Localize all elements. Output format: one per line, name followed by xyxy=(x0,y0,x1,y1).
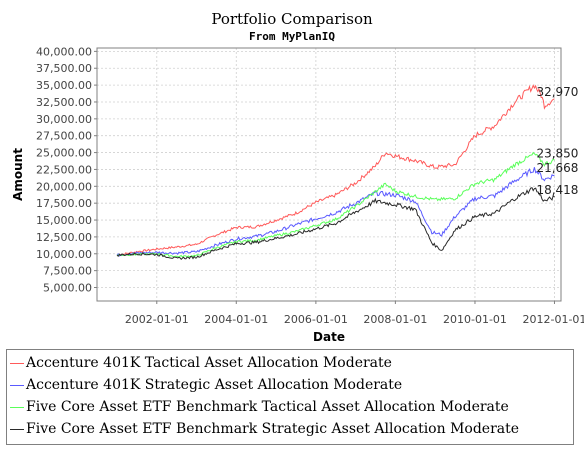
series-line xyxy=(116,167,555,257)
legend-swatch xyxy=(10,406,24,408)
series-line xyxy=(116,84,555,256)
y-tick-label: 30,000.00 xyxy=(36,113,92,126)
y-tick-label: 37,500.00 xyxy=(36,62,92,75)
plot-frame xyxy=(96,47,562,302)
y-tick-label: 20,000.00 xyxy=(36,180,92,193)
axis-layer: 5,000.00 7,500.00 10,000.00 12,500.00 15,000… xyxy=(36,45,584,326)
legend-item[interactable]: Five Core Asset ETF Benchmark Strategic … xyxy=(7,418,573,440)
legend-item[interactable]: Accenture 401K Strategic Asset Allocatio… xyxy=(7,374,573,396)
y-tick-label: 17,500.00 xyxy=(36,197,92,210)
chart-subtitle: From MyPlanIQ xyxy=(248,30,336,43)
y-tick-label: 40,000.00 xyxy=(36,45,92,58)
legend-swatch xyxy=(10,428,24,430)
legend: Accenture 401K Tactical Asset Allocation… xyxy=(6,349,574,445)
grid xyxy=(97,48,561,301)
series-end-label: 21,668 xyxy=(536,161,578,175)
series-end-label: 18,418 xyxy=(536,183,578,197)
legend-swatch xyxy=(10,362,24,364)
legend-item[interactable]: Five Core Asset ETF Benchmark Tactical A… xyxy=(7,396,573,418)
y-tick-label: 15,000.00 xyxy=(36,214,92,227)
x-tick-label: 2002-01-01 xyxy=(125,313,189,326)
legend-label: Five Core Asset ETF Benchmark Strategic … xyxy=(26,421,520,437)
y-tick-label: 22,500.00 xyxy=(36,163,92,176)
x-tick-label: 2008-01-01 xyxy=(363,313,427,326)
legend-label: Five Core Asset ETF Benchmark Tactical A… xyxy=(26,399,509,415)
x-tick-label: 2006-01-01 xyxy=(284,313,348,326)
x-tick-label: 2010-01-01 xyxy=(443,313,507,326)
legend-item[interactable]: Accenture 401K Tactical Asset Allocation… xyxy=(7,352,573,374)
y-tick-label: 12,500.00 xyxy=(36,231,92,244)
x-tick-label: 2004-01-01 xyxy=(204,313,268,326)
series-end-label: 32,970 xyxy=(536,85,578,99)
series-layer xyxy=(116,84,555,261)
y-axis-label: Amount xyxy=(11,148,25,201)
series-end-label: 23,850 xyxy=(536,146,578,160)
series-line xyxy=(116,187,555,261)
y-tick-label: 25,000.00 xyxy=(36,147,92,160)
legend-label: Accenture 401K Strategic Asset Allocatio… xyxy=(26,377,403,393)
x-tick-label: 2012-01-01 xyxy=(522,313,584,326)
series-line xyxy=(116,151,555,258)
y-tick-label: 35,000.00 xyxy=(36,79,92,92)
y-tick-label: 10,000.00 xyxy=(36,248,92,261)
plot-area: 5,000.00 7,500.00 10,000.00 12,500.00 15,000… xyxy=(11,45,584,344)
legend-label: Accenture 401K Tactical Asset Allocation… xyxy=(26,355,392,371)
y-tick-label: 5,000.00 xyxy=(43,282,92,295)
y-tick-label: 7,500.00 xyxy=(43,265,92,278)
y-tick-label: 27,500.00 xyxy=(36,130,92,143)
y-tick-label: 32,500.00 xyxy=(36,96,92,109)
x-axis-label: Date xyxy=(313,330,345,344)
chart-title: Portfolio Comparison xyxy=(211,10,373,28)
legend-swatch xyxy=(10,384,24,386)
